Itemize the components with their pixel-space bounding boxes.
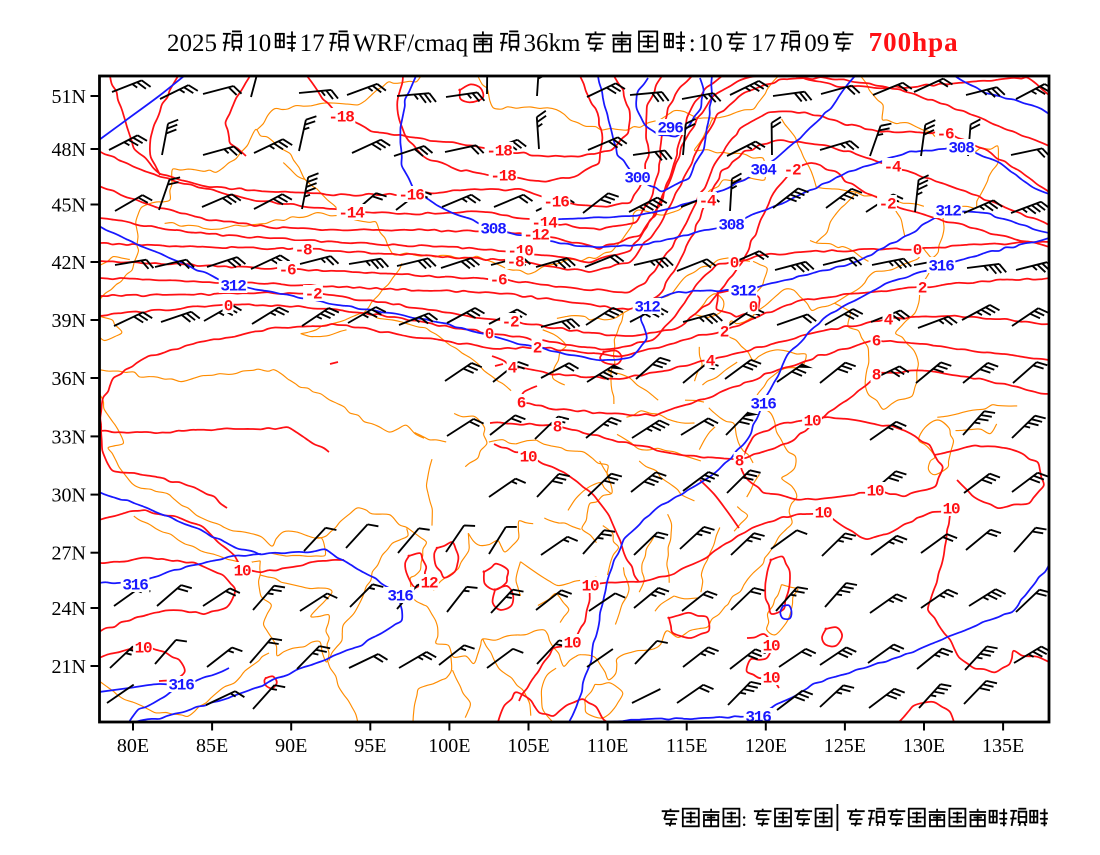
svg-text:-8: -8 xyxy=(507,254,524,272)
svg-text:85E: 85E xyxy=(196,735,228,757)
svg-text:0: 0 xyxy=(485,326,494,344)
svg-text:-2: -2 xyxy=(305,286,322,304)
svg-text:316: 316 xyxy=(745,709,771,727)
svg-text:316: 316 xyxy=(750,396,776,414)
svg-text:2: 2 xyxy=(720,324,729,342)
svg-text:135E: 135E xyxy=(982,735,1024,757)
svg-text:12: 12 xyxy=(421,575,438,593)
svg-text:2: 2 xyxy=(918,280,927,298)
svg-text:0: 0 xyxy=(224,298,233,316)
svg-text:09: 09 xyxy=(804,30,829,57)
svg-text:312: 312 xyxy=(220,278,246,296)
svg-text:95E: 95E xyxy=(354,735,386,757)
svg-text:24N: 24N xyxy=(52,598,86,620)
svg-text:700hpa: 700hpa xyxy=(869,27,959,57)
svg-text:-2: -2 xyxy=(784,162,801,180)
svg-text:10: 10 xyxy=(867,483,884,501)
svg-text:304: 304 xyxy=(750,162,777,180)
svg-text:-6: -6 xyxy=(279,262,296,280)
svg-text:4: 4 xyxy=(508,360,518,378)
svg-text:10: 10 xyxy=(135,640,152,658)
svg-text:10: 10 xyxy=(763,638,780,656)
svg-text:316: 316 xyxy=(928,258,954,276)
svg-text:-12: -12 xyxy=(523,227,549,245)
svg-text:10: 10 xyxy=(804,413,821,431)
svg-text:6: 6 xyxy=(872,333,881,351)
svg-text:8: 8 xyxy=(553,419,562,437)
svg-text:10: 10 xyxy=(815,505,832,523)
svg-text:27N: 27N xyxy=(52,543,86,565)
svg-text:45N: 45N xyxy=(52,195,86,217)
svg-text:308: 308 xyxy=(480,221,506,239)
svg-text:296: 296 xyxy=(657,120,683,138)
svg-text:-18: -18 xyxy=(490,168,516,186)
svg-text:30N: 30N xyxy=(52,485,86,507)
svg-text:-2: -2 xyxy=(502,314,519,332)
svg-text:4: 4 xyxy=(706,353,716,371)
svg-text:0: 0 xyxy=(749,299,758,317)
svg-text:308: 308 xyxy=(948,140,974,158)
svg-text:10: 10 xyxy=(520,449,537,467)
svg-text:-6: -6 xyxy=(490,272,507,290)
svg-text:-2: -2 xyxy=(879,196,896,214)
svg-text:-8: -8 xyxy=(295,242,312,260)
svg-text:312: 312 xyxy=(730,283,756,301)
svg-text:130E: 130E xyxy=(903,735,945,757)
svg-text:105E: 105E xyxy=(507,735,549,757)
svg-text:316: 316 xyxy=(168,677,194,695)
svg-text:-18: -18 xyxy=(328,109,354,127)
svg-text:308: 308 xyxy=(718,217,744,235)
svg-text:39N: 39N xyxy=(52,310,86,332)
svg-text:-4: -4 xyxy=(884,159,902,177)
svg-text::: : xyxy=(741,807,747,831)
svg-text:36km: 36km xyxy=(524,30,582,57)
svg-text:110E: 110E xyxy=(587,735,628,757)
svg-text:17: 17 xyxy=(751,30,776,57)
svg-text:36N: 36N xyxy=(52,368,86,390)
svg-text:80E: 80E xyxy=(117,735,149,757)
svg-text:4: 4 xyxy=(884,312,894,330)
svg-text:10: 10 xyxy=(698,30,723,57)
svg-text:312: 312 xyxy=(935,203,961,221)
svg-text:-14: -14 xyxy=(338,205,365,223)
svg-text:8: 8 xyxy=(735,453,744,471)
svg-text:-18: -18 xyxy=(486,143,512,161)
svg-text:42N: 42N xyxy=(52,252,86,274)
svg-text:90E: 90E xyxy=(275,735,307,757)
svg-text:115E: 115E xyxy=(666,735,707,757)
svg-text:10: 10 xyxy=(582,578,599,596)
svg-text:10: 10 xyxy=(246,30,271,57)
svg-text:-4: -4 xyxy=(699,193,717,211)
svg-text:6: 6 xyxy=(517,395,526,413)
svg-text:316: 316 xyxy=(122,577,148,595)
svg-text:10: 10 xyxy=(234,563,251,581)
svg-text:100E: 100E xyxy=(428,735,470,757)
svg-text:312: 312 xyxy=(634,299,660,317)
svg-text::: : xyxy=(689,30,696,57)
svg-text:316: 316 xyxy=(387,588,413,606)
svg-text:10: 10 xyxy=(943,501,960,519)
svg-text:51N: 51N xyxy=(52,86,86,108)
svg-text:10: 10 xyxy=(763,670,780,688)
svg-text:8: 8 xyxy=(872,367,881,385)
svg-text:125E: 125E xyxy=(824,735,866,757)
svg-text:2025: 2025 xyxy=(167,30,217,57)
svg-text:2: 2 xyxy=(533,340,542,358)
svg-text:48N: 48N xyxy=(52,139,86,161)
svg-text:33N: 33N xyxy=(52,426,86,448)
svg-text:21N: 21N xyxy=(52,656,86,678)
svg-text:WRF/cmaq: WRF/cmaq xyxy=(353,30,469,57)
svg-text:120E: 120E xyxy=(745,735,787,757)
svg-text:300: 300 xyxy=(624,170,650,188)
svg-text:0: 0 xyxy=(730,255,739,273)
svg-text:-16: -16 xyxy=(543,194,569,212)
svg-text:-16: -16 xyxy=(398,187,424,205)
svg-text:0: 0 xyxy=(913,242,922,260)
svg-text:17: 17 xyxy=(300,30,325,57)
svg-text:10: 10 xyxy=(564,635,581,653)
